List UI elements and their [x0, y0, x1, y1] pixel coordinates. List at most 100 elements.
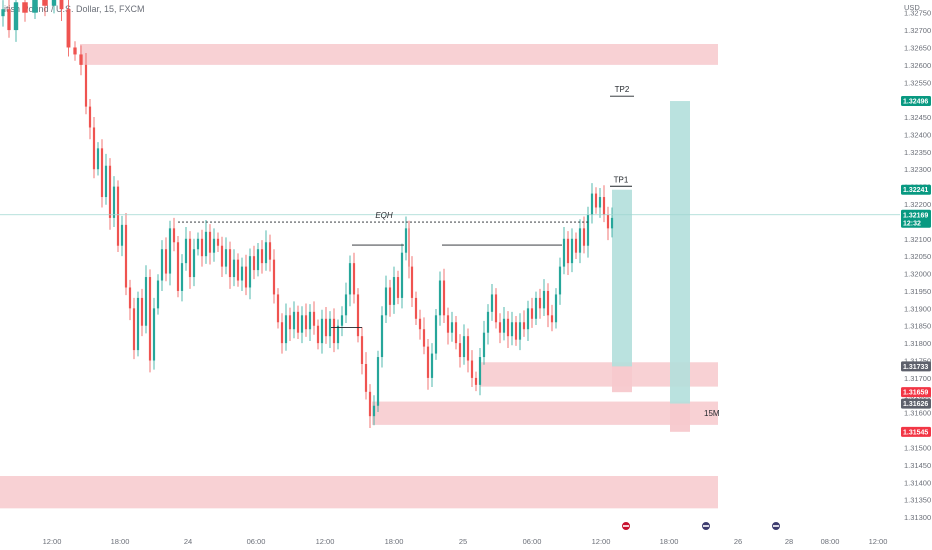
price-tick-label: 1.32450 — [904, 113, 931, 122]
candle-body — [458, 343, 462, 358]
time-tick-label: 18:00 — [111, 537, 130, 546]
candle-body — [558, 266, 562, 295]
candle-body — [236, 259, 240, 281]
price-axis[interactable]: USD 1.31300 1.31350 1.31400 1.31450 1.31500 1.… — [904, 3, 931, 522]
candles-layer — [1, 0, 614, 428]
candle-body — [22, 2, 28, 13]
price-tag-label: 1.32496 — [903, 99, 928, 106]
candle-body — [240, 266, 244, 281]
candle-body — [414, 297, 418, 319]
candle-body — [598, 197, 602, 208]
candle-body — [232, 259, 236, 278]
candle-body — [320, 318, 324, 344]
candle-body — [84, 64, 88, 107]
candle-body — [200, 238, 204, 257]
currency-label: USD — [904, 3, 920, 12]
us-flag-icon-stripe — [703, 525, 709, 527]
candle-body — [96, 148, 100, 170]
candle-body — [542, 290, 546, 309]
price-tick-label: 1.32700 — [904, 26, 931, 35]
candle-body — [586, 214, 590, 246]
time-axis[interactable]: 12:00 18:00 24 06:00 12:00 18:00 25 06:00 12:00 1… — [43, 521, 888, 547]
candle-body — [32, 0, 38, 13]
position-target-box — [670, 101, 690, 404]
price-tick-label: 1.32050 — [904, 252, 931, 261]
position-stop-box — [612, 366, 632, 393]
candle-body — [288, 315, 292, 330]
candle-body — [400, 252, 404, 298]
candle-body — [112, 186, 116, 218]
price-tag-bg — [901, 209, 931, 228]
candle-body — [466, 336, 470, 361]
price-tick-label: 1.32350 — [904, 148, 931, 157]
candle-body — [104, 165, 108, 198]
candle-body — [268, 242, 272, 260]
price-tick-label: 1.31600 — [904, 409, 931, 418]
candle-body — [100, 148, 104, 198]
candle-body — [570, 238, 574, 264]
price-tag-bg — [901, 398, 931, 409]
price-tick-label: 1.32100 — [904, 235, 931, 244]
price-tick-label: 1.32750 — [904, 9, 931, 18]
candle-body — [582, 228, 586, 246]
candle-body — [196, 238, 200, 250]
candle-body — [534, 297, 538, 319]
candle-body — [192, 249, 196, 278]
price-tick-label: 1.31700 — [904, 374, 931, 383]
candle-body — [79, 54, 83, 65]
candle-body — [260, 249, 264, 264]
candle-body — [434, 315, 438, 354]
candle-body — [490, 294, 494, 312]
candle-body — [312, 311, 316, 326]
chart-title: itish Pound / U.S. Dollar, 15, FXCM — [4, 4, 145, 14]
candle-body — [1, 9, 5, 17]
candle-body — [396, 277, 400, 298]
candle-body — [404, 228, 408, 253]
candle-body — [442, 280, 446, 316]
candle-body — [328, 318, 332, 337]
candle-body — [352, 263, 356, 295]
candle-body — [220, 245, 224, 267]
candle-body — [518, 322, 522, 340]
time-tick-label: 18:00 — [660, 537, 679, 546]
candle-body — [13, 2, 19, 31]
candle-body — [510, 322, 514, 337]
supply-demand-zone — [0, 476, 718, 509]
time-tick-label: 06:00 — [523, 537, 542, 546]
candle-body — [526, 308, 530, 330]
candle-body — [308, 311, 312, 330]
candle-body — [380, 315, 384, 358]
candle-body — [450, 322, 454, 333]
price-tag-label: 1.31659 — [903, 390, 928, 397]
candle-body — [422, 329, 426, 347]
candle-body — [578, 228, 582, 253]
candle-body — [116, 186, 120, 246]
candle-body — [566, 238, 570, 264]
candle-body — [392, 277, 396, 305]
candle-body — [152, 308, 156, 361]
price-tag-label: 1.31626 — [903, 401, 928, 408]
price-tick-label: 1.31350 — [904, 496, 931, 505]
time-tick-label: 08:00 — [821, 537, 840, 546]
candle-body — [7, 9, 11, 31]
candle-body — [228, 249, 232, 278]
time-tick-label: 28 — [785, 537, 793, 546]
time-tick-label: 18:00 — [385, 537, 404, 546]
price-tag-bg — [901, 96, 931, 107]
candle-body — [180, 263, 184, 291]
candle-body — [368, 391, 372, 417]
candle-body — [51, 0, 57, 6]
candle-body — [506, 318, 510, 337]
candle-body — [546, 290, 550, 316]
time-tick-label: 06:00 — [247, 537, 266, 546]
levels-layer — [0, 95, 900, 328]
countdown-label: 12:32 — [903, 220, 921, 227]
candle-body — [88, 106, 92, 128]
price-tick-label: 1.32600 — [904, 61, 931, 70]
candle-body — [73, 47, 77, 55]
price-tick-label: 1.32200 — [904, 200, 931, 209]
candle-body — [256, 249, 260, 271]
candle-body — [502, 318, 506, 333]
